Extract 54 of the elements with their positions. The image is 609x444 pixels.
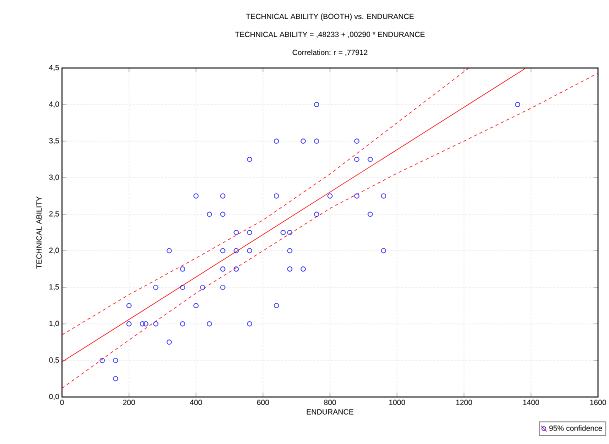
point xyxy=(247,156,252,162)
point xyxy=(194,193,199,198)
point xyxy=(354,193,360,198)
point xyxy=(220,248,226,254)
point xyxy=(220,193,226,198)
point xyxy=(113,358,118,363)
point xyxy=(354,156,360,162)
point xyxy=(220,212,226,217)
point xyxy=(113,376,118,382)
point xyxy=(220,266,226,272)
point xyxy=(200,284,206,290)
point xyxy=(280,230,286,235)
point xyxy=(143,321,148,326)
point xyxy=(206,321,212,326)
point xyxy=(126,303,132,308)
point xyxy=(100,358,105,363)
point xyxy=(247,248,252,254)
point xyxy=(206,212,212,217)
point xyxy=(194,303,199,308)
point xyxy=(234,248,239,254)
point xyxy=(287,266,292,272)
point xyxy=(234,230,239,235)
point xyxy=(140,321,145,326)
point xyxy=(274,138,279,144)
point xyxy=(234,266,239,272)
point xyxy=(314,138,320,144)
point xyxy=(287,230,292,235)
point xyxy=(180,266,186,272)
point xyxy=(381,248,386,254)
point xyxy=(220,284,226,290)
line-series xyxy=(62,68,470,336)
point xyxy=(515,102,520,108)
point xyxy=(368,212,373,217)
line-series xyxy=(62,72,598,389)
point xyxy=(314,212,320,217)
point xyxy=(314,102,320,108)
point xyxy=(328,193,333,198)
point xyxy=(153,321,158,326)
point xyxy=(153,284,158,290)
point xyxy=(180,284,186,290)
point xyxy=(166,248,172,254)
point xyxy=(354,138,360,144)
point xyxy=(381,193,386,198)
point xyxy=(368,156,373,162)
point xyxy=(300,138,306,144)
point xyxy=(126,321,132,326)
point xyxy=(247,230,252,235)
point xyxy=(287,248,292,254)
point xyxy=(274,193,279,198)
point xyxy=(180,321,186,326)
point xyxy=(274,303,279,308)
point xyxy=(247,321,252,326)
point xyxy=(300,266,306,272)
point xyxy=(166,340,172,345)
